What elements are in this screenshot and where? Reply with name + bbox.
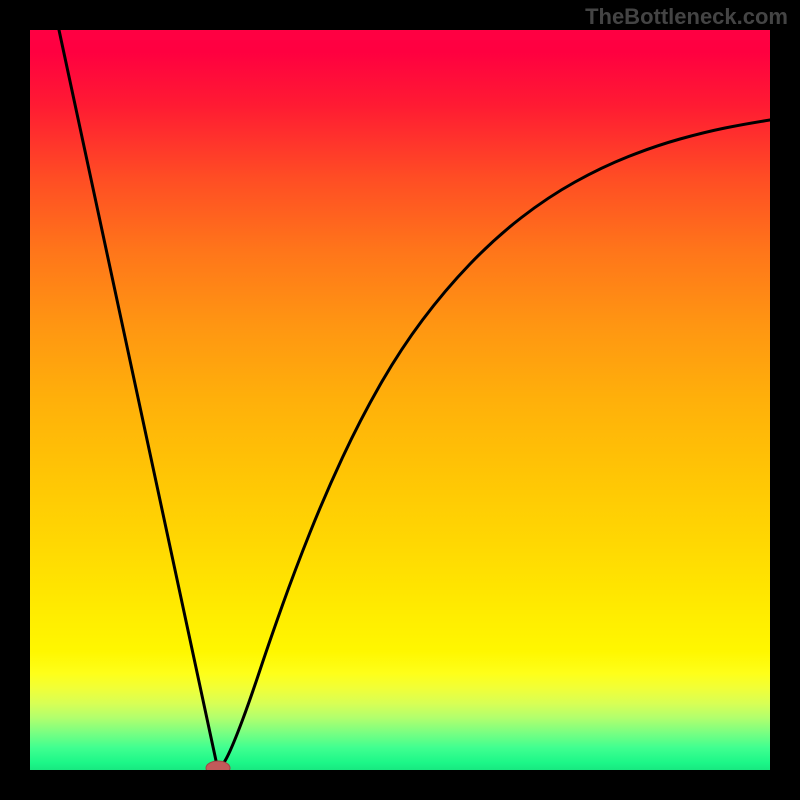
bottleneck-curve-chart <box>0 0 800 800</box>
gradient-background <box>30 30 770 770</box>
watermark-text: TheBottleneck.com <box>585 4 788 30</box>
chart-container: TheBottleneck.com <box>0 0 800 800</box>
